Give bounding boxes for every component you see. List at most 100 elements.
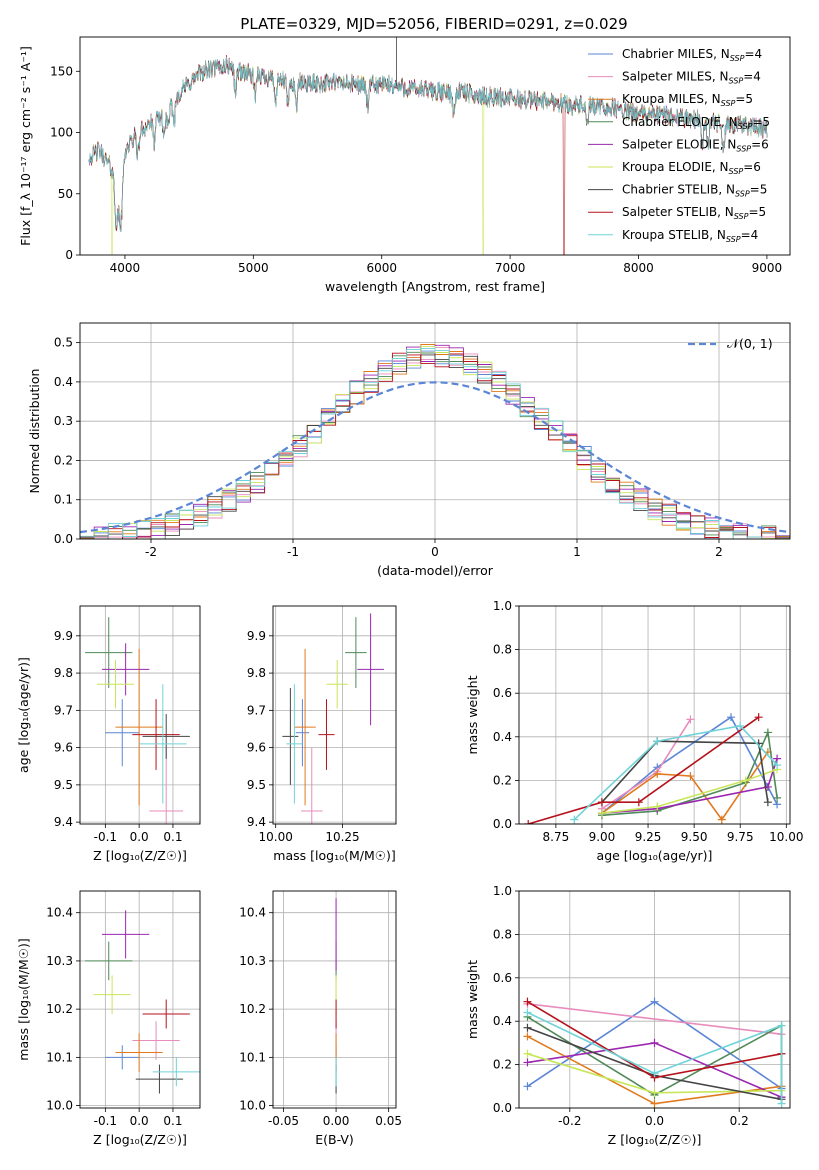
- weight-marker: [523, 1082, 532, 1091]
- errorbar-point: [142, 999, 190, 1029]
- errorbar-point: [318, 699, 335, 770]
- weight-marker: [523, 1058, 532, 1067]
- axes-frame: [272, 890, 397, 1109]
- x-tick-label: 4000: [110, 261, 141, 275]
- y-tick-label: 0.4: [54, 375, 73, 389]
- legend-entry: Salpeter ELODIE, NSSP=6: [622, 137, 769, 153]
- weight-marker: [597, 809, 606, 818]
- errorbar-point: [286, 684, 303, 804]
- y-tick-label: 0.5: [54, 336, 73, 350]
- y-tick-label: 0.0: [493, 817, 512, 831]
- axes-spectrum: 4000 5000 6000 7000 8000 9000 0 50 100 150 wavelen…: [18, 46, 782, 294]
- x-axis-label: mass [log₁₀(M/M☉)]: [273, 848, 395, 863]
- axes-weight_vs_age: 8.75 9.00 9.25 9.50 9.75 10.00 0.0 0.2 0.4 0.6 0.8…: [465, 599, 803, 863]
- panel-mass_vs_ebv: -0.05 0.00 0.05 10.0 10.1 10.2 10.3 10.4 E(B-V): [239, 890, 402, 1147]
- y-axis-label: age [log₁₀(age/yr)]: [16, 657, 31, 773]
- y-tick-label: 9.5: [54, 778, 73, 792]
- histogram-series: [80, 347, 790, 539]
- x-axis-label: age [log₁₀(age/yr)]: [597, 848, 713, 863]
- weight-marker: [777, 1099, 786, 1108]
- weight-marker: [763, 798, 772, 807]
- errorbar-point: [149, 747, 184, 824]
- weight-series-line: [527, 1011, 783, 1104]
- weight-marker: [570, 815, 579, 824]
- x-tick-label: 9.00: [589, 830, 616, 844]
- errorbar-point: [295, 699, 310, 767]
- weight-marker: [650, 997, 659, 1006]
- y-tick-label: 0.0: [54, 532, 73, 546]
- weight-series-line: [601, 768, 778, 814]
- x-tick-label: 9.75: [727, 830, 754, 844]
- weight-marker: [754, 713, 763, 722]
- errorbar-point: [105, 699, 140, 767]
- weight-series-line: [527, 716, 760, 824]
- legend-entry: Chabrier MILES, NSSP=4: [622, 47, 762, 63]
- x-tick-label: -0.1: [94, 1114, 117, 1128]
- panel-spectrum: 4000 5000 6000 7000 8000 9000 0 50 100 150 wavelen…: [18, 36, 791, 294]
- x-tick-label: 1: [573, 545, 581, 559]
- x-axis-label: Z [log₁₀(Z/Z☉)]: [608, 1132, 702, 1147]
- errorbar-point: [139, 684, 187, 804]
- y-tick-label: 9.6: [54, 741, 73, 755]
- x-tick-label: 0: [431, 545, 439, 559]
- weight-series-line: [573, 725, 778, 821]
- y-tick-label: 0.2: [54, 453, 73, 467]
- weight-marker: [650, 1069, 659, 1078]
- weight-series-line: [601, 718, 692, 810]
- x-tick-label: 10.00: [258, 830, 292, 844]
- weight-marker: [763, 728, 772, 737]
- weight-series-line: [527, 1003, 782, 1035]
- y-tick-label: 0.0: [493, 1101, 512, 1115]
- plot-area-spectrum: [88, 37, 768, 255]
- weight-marker: [523, 997, 532, 1006]
- x-axis-label: Z [log₁₀(Z/Z☉)]: [93, 1132, 187, 1147]
- errorbar-point: [93, 975, 131, 1014]
- weight-marker: [523, 1032, 532, 1041]
- errorbar-point: [135, 1064, 184, 1094]
- axes-frame: [79, 890, 201, 1109]
- legend-hist: 𝒩(0, 1): [688, 336, 773, 351]
- y-tick-label: 9.8: [54, 666, 73, 680]
- weight-marker: [653, 769, 662, 778]
- y-axis-label: mass weight: [465, 960, 480, 1039]
- y-axis-label: mass [log₁₀(M/M☉)]: [16, 938, 31, 1060]
- errorbar-point: [132, 1021, 180, 1060]
- errorbar-point: [115, 1033, 163, 1072]
- plot-area-weight_vs_Z: [523, 997, 786, 1108]
- y-tick-label: 0.6: [493, 971, 512, 985]
- weight-marker: [727, 713, 736, 722]
- axes-age_vs_Z: -0.1 0.0 0.1 9.4 9.5 9.6 9.7 9.8 9.9 Z [log₁₀(Z/Z…: [16, 629, 187, 863]
- x-tick-label: 0.1: [163, 1114, 182, 1128]
- weight-marker: [650, 1099, 659, 1108]
- y-tick-label: 1.0: [493, 599, 512, 613]
- gaussian-curve: [80, 381, 790, 534]
- plot-area-mass_vs_Z: [85, 910, 200, 1094]
- y-tick-label: 10.2: [46, 1002, 73, 1016]
- errorbar-point: [301, 747, 323, 824]
- x-tick-label: 0.0: [130, 1114, 149, 1128]
- errorbar-point: [294, 648, 316, 806]
- axes-weight_vs_Z: -0.2 0.0 0.2 0.0 0.2 0.4 0.6 0.8 1.0 Z [log₁₀(Z/Z…: [465, 884, 749, 1147]
- y-tick-label: 0.8: [493, 643, 512, 657]
- x-tick-label: -1: [287, 545, 299, 559]
- errorbar-point: [85, 617, 133, 688]
- errorbar-point: [282, 687, 299, 785]
- x-tick-label: -0.05: [268, 1114, 299, 1128]
- y-tick-label: 0.2: [493, 773, 512, 787]
- y-tick-label: 9.7: [54, 703, 73, 717]
- x-tick-label: 10.25: [325, 830, 359, 844]
- y-tick-label: 9.4: [247, 815, 266, 829]
- weight-marker: [686, 715, 695, 724]
- y-tick-label: 50: [58, 187, 73, 201]
- y-tick-label: 0.4: [493, 1014, 512, 1028]
- weight-marker: [717, 815, 726, 824]
- x-axis-label: E(B-V): [315, 1132, 354, 1147]
- axes-frame: [79, 322, 791, 540]
- y-tick-label: 10.4: [239, 906, 266, 920]
- y-tick-label: 9.8: [247, 666, 266, 680]
- weight-marker: [597, 798, 606, 807]
- weight-marker: [634, 798, 643, 807]
- weight-marker: [650, 1088, 659, 1097]
- errorbar-point: [357, 613, 384, 726]
